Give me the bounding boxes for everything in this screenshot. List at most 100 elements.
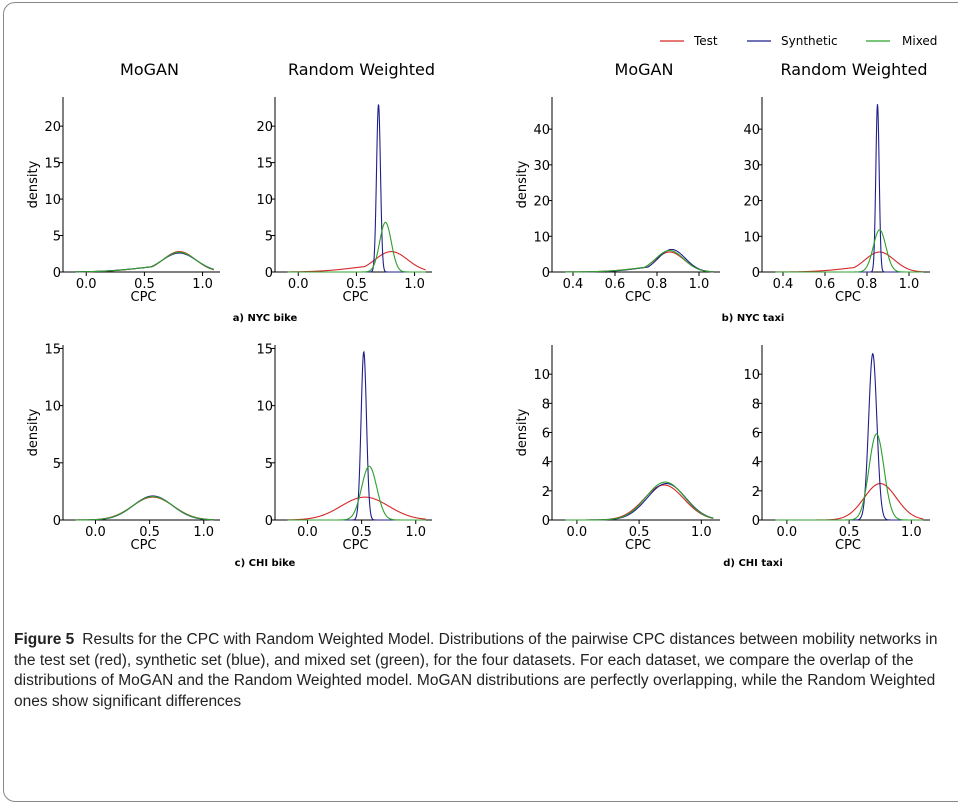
y-tick-label: 10 bbox=[533, 230, 550, 245]
series-line-synthetic bbox=[287, 350, 426, 521]
subfigure-label-d: d) CHI taxi bbox=[723, 558, 783, 569]
y-tick-label: 0 bbox=[752, 514, 760, 529]
series-line-mixed bbox=[75, 251, 214, 273]
panel-title: MoGAN bbox=[615, 60, 674, 79]
series-line-test bbox=[565, 251, 714, 273]
series-line-mixed bbox=[287, 221, 426, 273]
y-tick-label: 8 bbox=[752, 397, 760, 412]
x-tick-label: 0.0 bbox=[567, 525, 588, 540]
y-axis-label: density bbox=[26, 160, 41, 208]
x-tick-label: 0.5 bbox=[839, 525, 860, 540]
y-tick-label: 20 bbox=[743, 195, 760, 210]
y-tick-label: 10 bbox=[533, 368, 550, 383]
y-tick-label: 20 bbox=[533, 195, 550, 210]
y-tick-label: 5 bbox=[53, 457, 61, 472]
x-tick-label: 0.6 bbox=[815, 277, 836, 292]
series-line-synthetic bbox=[775, 352, 924, 521]
y-axis-label: density bbox=[515, 408, 530, 456]
panel-7: 0.0 0.5 1.0 0 2 4 6 8 10 CPC density bbox=[515, 345, 720, 553]
y-tick-label: 6 bbox=[542, 427, 550, 442]
y-tick-label: 40 bbox=[533, 123, 550, 138]
series-line-mixed bbox=[775, 433, 924, 521]
y-tick-label: 10 bbox=[256, 193, 273, 208]
series-line-test bbox=[75, 251, 214, 273]
y-tick-label: 15 bbox=[44, 157, 61, 172]
x-tick-label: 1.0 bbox=[691, 525, 712, 540]
x-axis-label: CPC bbox=[625, 538, 651, 553]
y-tick-label: 4 bbox=[752, 456, 760, 471]
caption-figure-label: Figure 5 bbox=[14, 631, 75, 648]
y-tick-label: 15 bbox=[256, 342, 273, 357]
x-tick-label: 0.0 bbox=[288, 277, 309, 292]
series-line-test bbox=[775, 251, 924, 273]
y-tick-label: 15 bbox=[256, 157, 273, 172]
x-tick-label: 0.0 bbox=[777, 525, 798, 540]
panel-6: 0.0 0.5 1.0 0 5 10 15 CPC bbox=[256, 342, 432, 553]
series-line-mixed bbox=[775, 229, 924, 273]
subfigure-label-a: a) NYC bike bbox=[233, 313, 298, 324]
y-tick-label: 4 bbox=[542, 456, 550, 471]
y-tick-label: 30 bbox=[533, 159, 550, 174]
panel-5: 0.0 0.5 1.0 0 5 10 15 CPC density bbox=[26, 342, 220, 553]
x-axis-label: CPC bbox=[343, 290, 369, 305]
y-tick-label: 0 bbox=[53, 514, 61, 529]
panel-4: Random Weighted 0.4 0.6 0.8 1.0 0 10 20 30 40 CPC bbox=[743, 60, 930, 305]
y-tick-label: 2 bbox=[542, 485, 550, 500]
series-line-test bbox=[287, 496, 426, 521]
panel-8: 0.0 0.5 1.0 0 2 4 6 8 10 CPC bbox=[743, 345, 930, 553]
y-tick-label: 40 bbox=[743, 123, 760, 138]
y-tick-label: 10 bbox=[44, 400, 61, 415]
panel-3: MoGAN 0.4 0.6 0.8 1.0 0 10 20 30 40 CPC density bbox=[515, 60, 720, 305]
x-tick-label: 0.5 bbox=[346, 277, 367, 292]
subfigure-label-b: b) NYC taxi bbox=[722, 313, 785, 324]
x-tick-label: 0.0 bbox=[85, 525, 106, 540]
y-tick-label: 0 bbox=[265, 266, 273, 281]
y-tick-label: 20 bbox=[256, 120, 273, 135]
x-tick-label: 0.4 bbox=[563, 277, 584, 292]
legend-label-synthetic: Synthetic bbox=[781, 34, 838, 48]
y-tick-label: 30 bbox=[743, 159, 760, 174]
y-tick-label: 2 bbox=[752, 485, 760, 500]
y-tick-label: 5 bbox=[53, 230, 61, 245]
x-tick-label: 1.0 bbox=[689, 277, 710, 292]
x-axis-label: CPC bbox=[625, 290, 651, 305]
series-line-test bbox=[775, 482, 924, 521]
y-tick-label: 0 bbox=[542, 514, 550, 529]
y-tick-label: 6 bbox=[752, 427, 760, 442]
series-line-synthetic bbox=[775, 104, 924, 273]
x-tick-label: 0.6 bbox=[605, 277, 626, 292]
x-tick-label: 0.4 bbox=[773, 277, 794, 292]
series-line-synthetic bbox=[75, 252, 214, 273]
series-line-synthetic bbox=[287, 104, 426, 273]
legend-label-test: Test bbox=[693, 34, 718, 48]
y-tick-label: 20 bbox=[44, 120, 61, 135]
panel-title: Random Weighted bbox=[780, 60, 927, 79]
x-tick-label: 1.0 bbox=[404, 277, 425, 292]
x-tick-label: 1.0 bbox=[192, 277, 213, 292]
subfigure-label-c: c) CHI bike bbox=[235, 558, 296, 569]
x-axis-label: CPC bbox=[131, 290, 157, 305]
series-line-mixed bbox=[565, 481, 714, 521]
x-tick-label: 0.0 bbox=[297, 525, 318, 540]
x-axis-label: CPC bbox=[835, 290, 861, 305]
series-line-test bbox=[287, 251, 426, 273]
x-tick-label: 0.5 bbox=[134, 277, 155, 292]
x-tick-label: 0.5 bbox=[351, 525, 372, 540]
figure-caption: Figure 5 Results for the CPC with Random … bbox=[14, 630, 954, 712]
series-line-test bbox=[565, 484, 714, 521]
y-tick-label: 5 bbox=[265, 230, 273, 245]
y-tick-label: 0 bbox=[752, 266, 760, 281]
x-axis-label: CPC bbox=[343, 538, 369, 553]
series-line-synthetic bbox=[565, 482, 714, 521]
panel-1: MoGAN 0.0 0.5 1.0 0 5 10 15 20 CPC density bbox=[26, 60, 220, 305]
y-axis-label: density bbox=[26, 408, 41, 456]
x-tick-label: 0.8 bbox=[647, 277, 668, 292]
x-tick-label: 0.5 bbox=[139, 525, 160, 540]
series-line-mixed bbox=[287, 465, 426, 521]
legend: Test Synthetic Mixed bbox=[660, 34, 937, 48]
y-tick-label: 10 bbox=[44, 193, 61, 208]
x-tick-label: 0.0 bbox=[76, 277, 97, 292]
y-tick-label: 10 bbox=[743, 368, 760, 383]
x-tick-label: 0.8 bbox=[857, 277, 878, 292]
